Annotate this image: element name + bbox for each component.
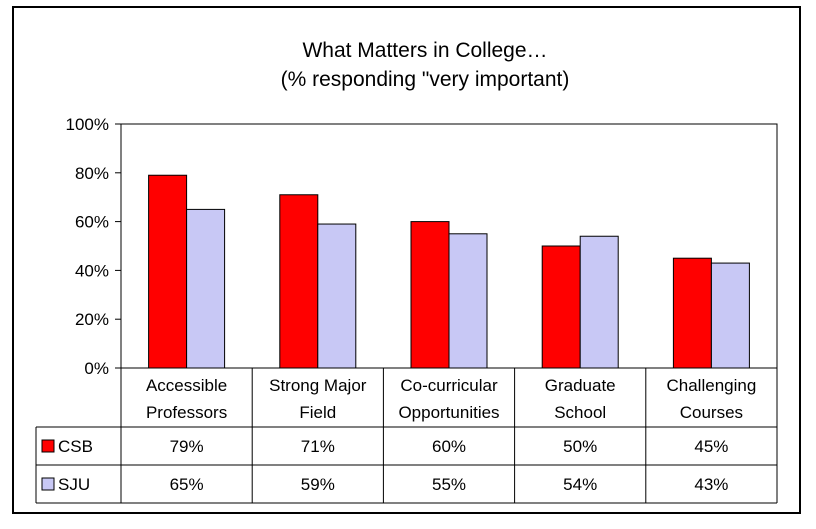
data-label: 50%	[563, 437, 597, 456]
data-label: 55%	[432, 475, 466, 494]
y-tick-label: 60%	[75, 213, 109, 232]
category-label: Graduate	[545, 376, 616, 395]
y-tick-label: 80%	[75, 164, 109, 183]
y-tick-label: 100%	[66, 115, 109, 134]
category-label: Professors	[146, 403, 227, 422]
data-label: 59%	[301, 475, 335, 494]
data-label: 45%	[694, 437, 728, 456]
category-label: Strong Major	[269, 376, 367, 395]
chart-title: What Matters in College…	[302, 39, 547, 62]
legend-key-csb	[41, 439, 55, 453]
data-label: 60%	[432, 437, 466, 456]
category-label: Accessible	[146, 376, 227, 395]
bar-sju	[317, 223, 357, 369]
bar-sju	[579, 235, 619, 369]
category-label: Courses	[680, 403, 743, 422]
bar-csb	[148, 174, 188, 369]
y-tick-label: 40%	[75, 261, 109, 280]
bar-sju	[710, 262, 750, 369]
legend-label-sju: SJU	[58, 475, 90, 494]
chart-frame	[12, 6, 801, 514]
data-label: 71%	[301, 437, 335, 456]
category-label: School	[554, 403, 606, 422]
data-label: 79%	[170, 437, 204, 456]
legend-label-csb: CSB	[58, 437, 93, 456]
category-label: Challenging	[667, 376, 757, 395]
bar-sju	[186, 208, 226, 369]
chart-subtitle: (% responding "very important)	[281, 68, 570, 91]
bar-csb	[541, 245, 581, 369]
bar-csb	[672, 257, 712, 369]
y-tick-label: 0%	[84, 359, 109, 378]
data-label: 54%	[563, 475, 597, 494]
data-label: 43%	[694, 475, 728, 494]
data-label: 65%	[170, 475, 204, 494]
category-label: Co-curricular	[400, 376, 498, 395]
bar-sju	[448, 233, 488, 369]
bar-csb	[410, 221, 450, 369]
category-label: Field	[299, 403, 336, 422]
legend-key-sju	[41, 477, 55, 491]
y-tick-label: 20%	[75, 310, 109, 329]
category-label: Opportunities	[398, 403, 499, 422]
bar-csb	[279, 194, 319, 369]
